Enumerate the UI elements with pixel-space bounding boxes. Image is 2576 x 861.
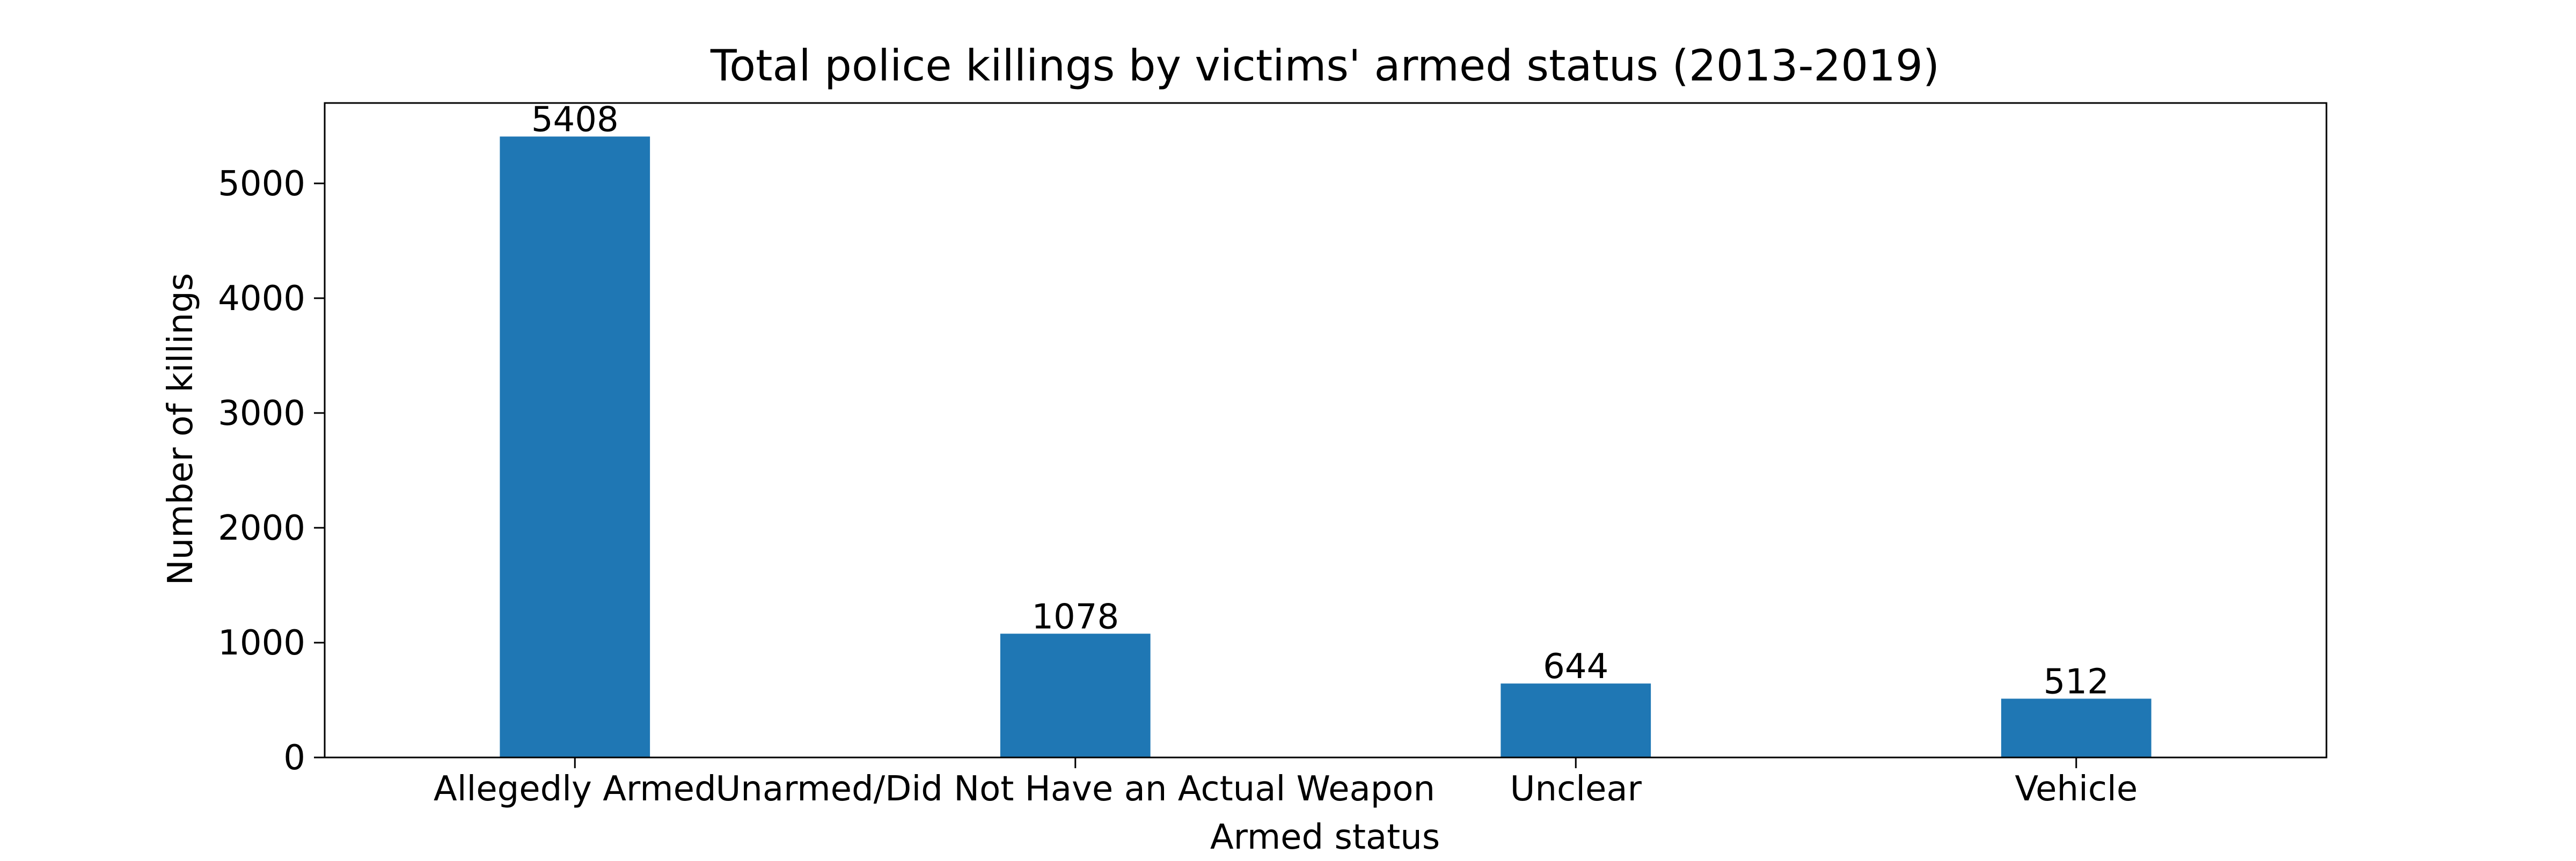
x-tick-label-3: Unclear bbox=[1510, 769, 1642, 809]
y-tick-label-1000: 1000 bbox=[218, 623, 305, 663]
y-tick-label-3000: 3000 bbox=[218, 394, 305, 433]
bar-2 bbox=[1000, 634, 1151, 757]
x-tick-label-4: Vehicle bbox=[2015, 769, 2138, 809]
y-tick-label-4000: 4000 bbox=[218, 279, 305, 319]
y-tick-label-5000: 5000 bbox=[218, 164, 305, 204]
bar-4 bbox=[2001, 698, 2151, 757]
y-axis-label: Number of killings bbox=[161, 273, 201, 585]
plot-area: 0 1000 2000 3000 4000 5000 Allegedly ArmedUnar… bbox=[218, 100, 2328, 809]
y-tick-label-0: 0 bbox=[283, 738, 305, 778]
data-label-4: 512 bbox=[2044, 662, 2109, 702]
x-tick-label-2: Unarmed/Did Not Have an Actual Weapon bbox=[715, 769, 1435, 809]
x-axis-label: Armed status bbox=[1210, 818, 1440, 857]
data-label-2: 1078 bbox=[1031, 597, 1119, 637]
x-tick-label-1: Allegedly Armed bbox=[434, 769, 716, 809]
y-tick-label-2000: 2000 bbox=[218, 509, 305, 548]
data-label-3: 644 bbox=[1543, 647, 1608, 687]
chart-title: Total police killings by victims' armed … bbox=[710, 41, 1940, 91]
plot-frame bbox=[324, 102, 2328, 759]
data-label-1: 5408 bbox=[531, 100, 619, 139]
bar-1 bbox=[500, 136, 650, 757]
bar-3 bbox=[1501, 683, 1651, 757]
